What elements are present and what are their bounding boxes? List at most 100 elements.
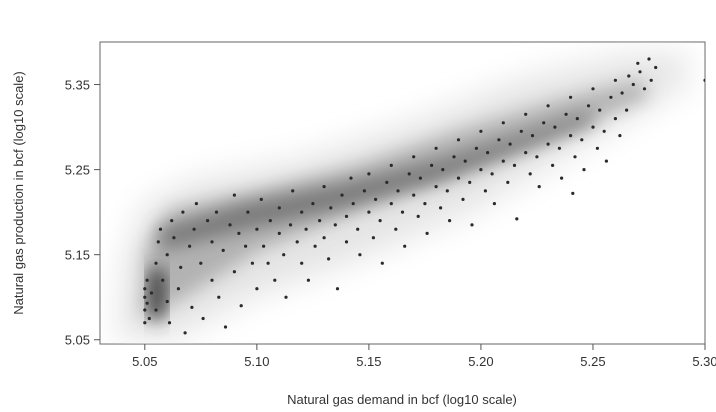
- data-point: [165, 299, 169, 304]
- data-point: [244, 244, 248, 248]
- data-point: [214, 210, 219, 214]
- data-point: [335, 287, 340, 291]
- data-point: [161, 278, 165, 282]
- x-tick-label: 5.30: [692, 354, 716, 369]
- data-point: [170, 219, 174, 223]
- data-point: [591, 87, 595, 91]
- data-point: [306, 278, 310, 282]
- data-point: [143, 295, 147, 299]
- data-point: [445, 189, 449, 193]
- data-point: [351, 202, 355, 206]
- data-point: [474, 146, 478, 150]
- data-point: [210, 278, 214, 282]
- data-point: [385, 180, 389, 184]
- data-point: [519, 129, 523, 133]
- data-point: [156, 240, 160, 244]
- data-point: [649, 78, 653, 82]
- data-point: [501, 121, 505, 125]
- data-point: [416, 214, 420, 218]
- data-point: [223, 325, 228, 329]
- data-point: [642, 87, 647, 91]
- data-point: [313, 244, 317, 248]
- data-point: [452, 155, 456, 159]
- data-point: [501, 159, 505, 163]
- data-point: [143, 287, 147, 291]
- data-point: [145, 301, 149, 305]
- data-point: [181, 210, 185, 214]
- data-point: [595, 146, 600, 150]
- data-point: [188, 244, 192, 248]
- data-point: [228, 223, 232, 227]
- data-point: [255, 287, 259, 291]
- data-point: [246, 210, 250, 214]
- data-point: [468, 180, 472, 184]
- data-point: [192, 227, 196, 231]
- data-point: [434, 146, 438, 150]
- y-tick-label: 5.35: [65, 78, 90, 93]
- data-point: [378, 219, 382, 223]
- data-point: [423, 202, 427, 206]
- data-point: [356, 227, 360, 231]
- data-point: [506, 180, 510, 184]
- y-tick-label: 5.25: [65, 163, 90, 178]
- data-point: [284, 295, 288, 299]
- data-point: [636, 61, 640, 65]
- data-point: [479, 129, 483, 133]
- x-axis-title: Natural gas demand in bcf (log10 scale): [287, 392, 517, 407]
- data-point: [158, 227, 163, 231]
- data-point: [344, 240, 349, 244]
- data-point: [232, 270, 236, 274]
- data-point: [535, 155, 539, 159]
- data-point: [389, 163, 393, 167]
- data-point: [412, 193, 416, 197]
- x-tick-label: 5.15: [356, 354, 381, 369]
- data-point: [403, 244, 407, 248]
- data-point: [255, 227, 259, 231]
- data-point: [304, 227, 308, 231]
- data-point: [143, 321, 147, 325]
- data-point: [367, 210, 371, 214]
- data-point: [172, 236, 176, 240]
- data-point: [569, 134, 573, 138]
- data-point: [456, 138, 461, 142]
- data-point: [237, 231, 241, 235]
- data-point: [524, 151, 528, 155]
- data-point: [239, 304, 243, 308]
- x-tick-label: 5.05: [132, 354, 157, 369]
- x-tick-label: 5.20: [468, 354, 493, 369]
- data-point: [288, 223, 293, 227]
- data-point: [418, 176, 422, 180]
- data-point: [546, 142, 550, 146]
- data-point: [282, 253, 286, 257]
- data-point: [553, 125, 557, 129]
- data-point: [190, 305, 194, 309]
- data-point: [367, 172, 371, 176]
- data-point: [199, 261, 203, 265]
- data-point: [210, 240, 214, 244]
- data-point: [221, 248, 225, 252]
- y-axis-title: Natural gas production in bcf (log10 sca…: [11, 71, 26, 315]
- data-point: [165, 253, 169, 257]
- data-point: [389, 202, 393, 206]
- data-point: [492, 202, 496, 206]
- data-point: [400, 210, 405, 214]
- data-point: [340, 193, 344, 197]
- data-point: [311, 202, 315, 206]
- data-point: [582, 168, 586, 172]
- data-point: [441, 168, 445, 172]
- x-tick-label: 5.25: [580, 354, 605, 369]
- data-point: [557, 146, 562, 150]
- data-point: [609, 95, 613, 99]
- data-point: [374, 197, 378, 201]
- data-point: [537, 185, 541, 189]
- y-tick-label: 5.05: [65, 333, 90, 348]
- data-point: [396, 189, 400, 193]
- data-point: [394, 227, 398, 231]
- data-point: [627, 74, 631, 78]
- data-point: [295, 240, 299, 244]
- data-point: [613, 117, 618, 121]
- data-point: [318, 219, 322, 223]
- data-point: [430, 163, 434, 167]
- data-point: [268, 219, 272, 223]
